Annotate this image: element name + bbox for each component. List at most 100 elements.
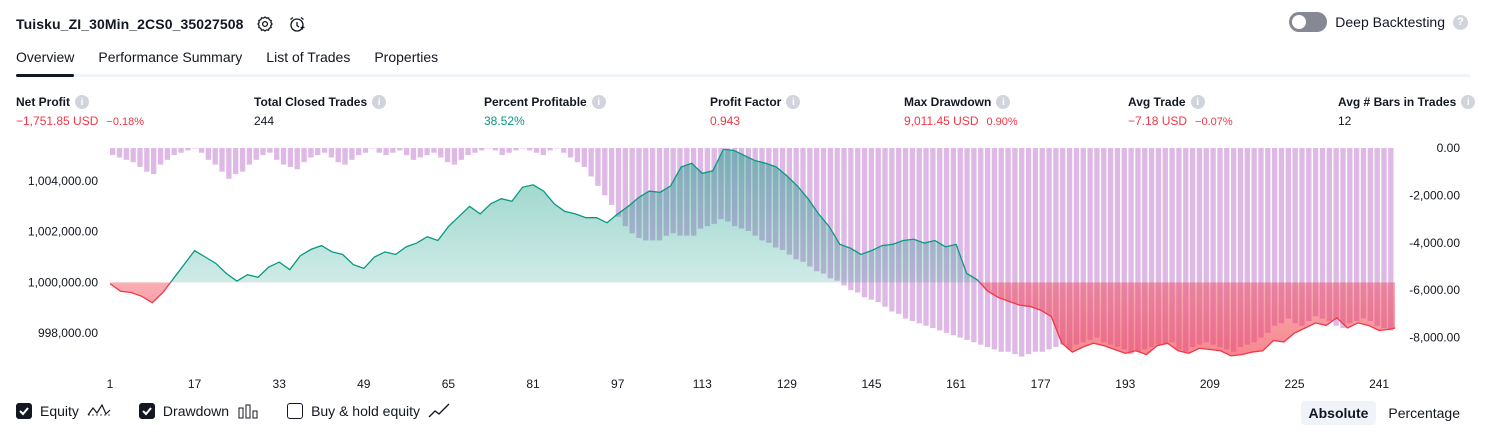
metric-percent: −0.07% bbox=[1195, 116, 1233, 128]
drawdown-bar bbox=[417, 148, 423, 158]
drawdown-bar bbox=[335, 148, 341, 163]
drawdown-bar bbox=[465, 148, 471, 156]
drawdown-bar bbox=[219, 148, 225, 172]
info-icon[interactable]: i bbox=[786, 95, 801, 109]
x-tick-label: 161 bbox=[946, 377, 966, 391]
mode-percentage-button[interactable]: Percentage bbox=[1388, 405, 1460, 421]
tab-list-of-trades[interactable]: List of Trades bbox=[266, 49, 351, 65]
info-icon[interactable]: i bbox=[372, 95, 387, 109]
x-tick-label: 97 bbox=[611, 377, 625, 391]
legend-equity[interactable]: Equity bbox=[16, 403, 111, 419]
drawdown-bar bbox=[547, 148, 553, 151]
drawdown-bar bbox=[1258, 148, 1264, 338]
settings-gear-icon[interactable] bbox=[254, 13, 276, 35]
drawdown-bar bbox=[595, 148, 601, 186]
drawdown-bar bbox=[212, 148, 218, 165]
drawdown-bar bbox=[403, 148, 410, 156]
buy-hold-line-icon bbox=[428, 403, 450, 418]
drawdown-bar bbox=[492, 148, 499, 151]
x-tick-label: 65 bbox=[442, 377, 456, 391]
info-icon[interactable]: i bbox=[75, 95, 89, 109]
equity-line-loss bbox=[109, 282, 1396, 357]
drawdown-bar bbox=[1101, 148, 1107, 343]
tab-bar: Overview Performance Summary List of Tra… bbox=[16, 44, 1470, 77]
drawdown-bar bbox=[1292, 148, 1298, 324]
mode-absolute-button[interactable]: Absolute bbox=[1300, 401, 1377, 425]
tab-properties[interactable]: Properties bbox=[374, 49, 439, 65]
drawdown-bar bbox=[301, 148, 307, 163]
drawdown-bar bbox=[369, 148, 376, 149]
drawdown-bar bbox=[1265, 148, 1271, 333]
drawdown-bar bbox=[444, 148, 451, 163]
drawdown-bar bbox=[321, 148, 328, 153]
drawdown-bar bbox=[308, 148, 314, 158]
drawdown-bar bbox=[171, 148, 177, 156]
drawdown-bar bbox=[198, 148, 205, 153]
drawdown-bar bbox=[1073, 148, 1080, 345]
drawdown-bar bbox=[397, 148, 403, 151]
tab-overview[interactable]: Overview bbox=[16, 44, 75, 77]
drawdown-bar bbox=[1244, 148, 1250, 345]
drawdown-bar bbox=[1060, 148, 1066, 345]
drawdown-bar bbox=[1135, 148, 1141, 352]
drawdown-bar bbox=[513, 148, 519, 151]
drawdown-bar bbox=[376, 148, 382, 153]
chart-legend: Equity Drawdown Buy & hold equity bbox=[16, 403, 452, 419]
x-tick-label: 113 bbox=[693, 377, 712, 391]
equity-drawdown-chart[interactable]: 998,000.00 1,000,000.00 1,002,000.00 1,004,… bbox=[0, 140, 1486, 398]
drawdown-bar bbox=[930, 148, 936, 329]
drawdown-bar bbox=[1306, 148, 1312, 321]
alarm-clock-icon[interactable] bbox=[286, 13, 308, 35]
drawdown-bar bbox=[1360, 148, 1367, 319]
drawdown-bar bbox=[451, 148, 458, 165]
info-icon[interactable]: i bbox=[1190, 95, 1205, 109]
drawdown-bar bbox=[520, 148, 526, 149]
drawdown-bar bbox=[226, 148, 232, 179]
info-icon[interactable]: i bbox=[591, 95, 606, 109]
drawdown-bar bbox=[1312, 148, 1319, 317]
drawdown-bar bbox=[178, 148, 184, 153]
metric-percent: −0.18% bbox=[106, 116, 145, 128]
y-left-tick-label: 1,000,000.00 bbox=[28, 275, 98, 289]
y-left-tick-label: 998,000.00 bbox=[38, 326, 98, 340]
drawdown-bar bbox=[950, 148, 957, 336]
info-icon[interactable]: i bbox=[996, 95, 1011, 109]
drawdown-bar bbox=[581, 148, 587, 167]
tab-performance-summary[interactable]: Performance Summary bbox=[98, 49, 243, 65]
drawdown-bar bbox=[185, 148, 191, 151]
drawdown-bar bbox=[629, 148, 635, 234]
drawdown-bar bbox=[431, 148, 437, 153]
metric-avg-bars-in-trades: Avg # Bars in Trades i 12 bbox=[1338, 94, 1476, 128]
legend-buy-hold[interactable]: Buy & hold equity bbox=[287, 403, 452, 419]
drawdown-bars-icon bbox=[238, 404, 258, 419]
drawdown-bar bbox=[1374, 148, 1380, 326]
drawdown-bar bbox=[315, 148, 321, 156]
y-right-tick-label: -2,000.00 bbox=[1409, 188, 1460, 202]
metric-label: Percent Profitable bbox=[484, 95, 587, 109]
x-tick-label: 225 bbox=[1284, 377, 1304, 391]
deep-backtesting-toggle[interactable] bbox=[1289, 12, 1328, 32]
drawdown-bar bbox=[349, 148, 355, 160]
drawdown-bar bbox=[827, 148, 834, 279]
info-icon[interactable]: i bbox=[1461, 95, 1476, 109]
drawdown-bar bbox=[267, 148, 273, 153]
drawdown-bar bbox=[1299, 148, 1305, 326]
drawdown-bar bbox=[855, 148, 861, 293]
drawdown-bar bbox=[1148, 148, 1155, 348]
drawdown-bar bbox=[499, 148, 505, 156]
x-tick-label: 209 bbox=[1200, 377, 1220, 391]
metric-label: Avg # Bars in Trades bbox=[1338, 95, 1457, 109]
metric-value: 0.943 bbox=[710, 114, 741, 128]
legend-drawdown[interactable]: Drawdown bbox=[138, 403, 259, 419]
toggle-knob bbox=[1292, 15, 1307, 29]
drawdown-bar bbox=[1381, 148, 1387, 329]
buy-hold-checkbox[interactable] bbox=[287, 403, 304, 419]
drawdown-checkbox[interactable] bbox=[138, 403, 155, 419]
drawdown-bar bbox=[1388, 148, 1394, 331]
help-icon[interactable]: ? bbox=[1453, 14, 1468, 30]
y-right-tick-label: -8,000.00 bbox=[1409, 331, 1460, 345]
drawdown-bar bbox=[123, 148, 130, 160]
equity-checkbox[interactable] bbox=[16, 403, 32, 419]
metric-value: 38.52% bbox=[484, 114, 525, 128]
drawdown-bar bbox=[526, 148, 533, 151]
